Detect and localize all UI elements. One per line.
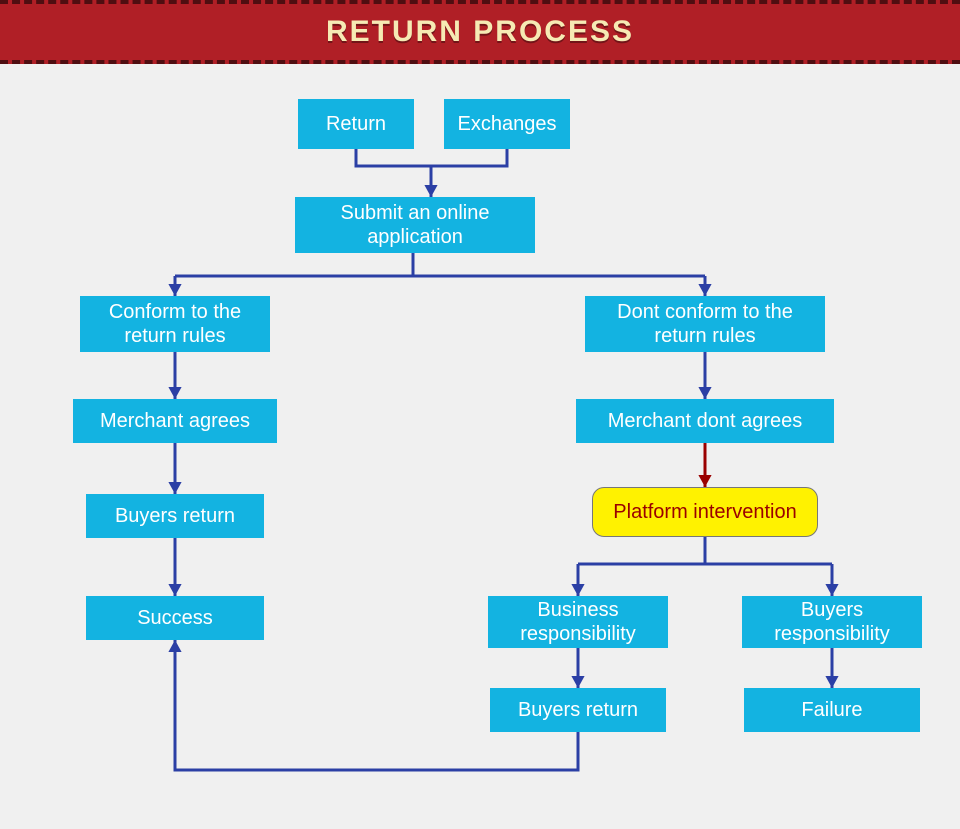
node-magrees: Merchant agrees [73, 399, 277, 443]
header-title: RETURN PROCESS [326, 15, 634, 49]
node-submit: Submit an online application [295, 197, 535, 253]
node-success: Success [86, 596, 264, 640]
node-failure: Failure [744, 688, 920, 732]
node-buyersresp: Buyers responsibility [742, 596, 922, 648]
header-banner: RETURN PROCESS [0, 0, 960, 64]
node-dontconform: Dont conform to the return rules [585, 296, 825, 352]
node-conform: Conform to the return rules [80, 296, 270, 352]
node-exchanges: Exchanges [444, 99, 570, 149]
node-bizresp: Business responsibility [488, 596, 668, 648]
node-buyersreturn2: Buyers return [490, 688, 666, 732]
node-return: Return [298, 99, 414, 149]
node-platform: Platform intervention [592, 487, 818, 537]
node-mdont: Merchant dont agrees [576, 399, 834, 443]
page-canvas: RETURN PROCESS Return Exchanges Submit an … [0, 0, 960, 829]
node-buyersreturn1: Buyers return [86, 494, 264, 538]
